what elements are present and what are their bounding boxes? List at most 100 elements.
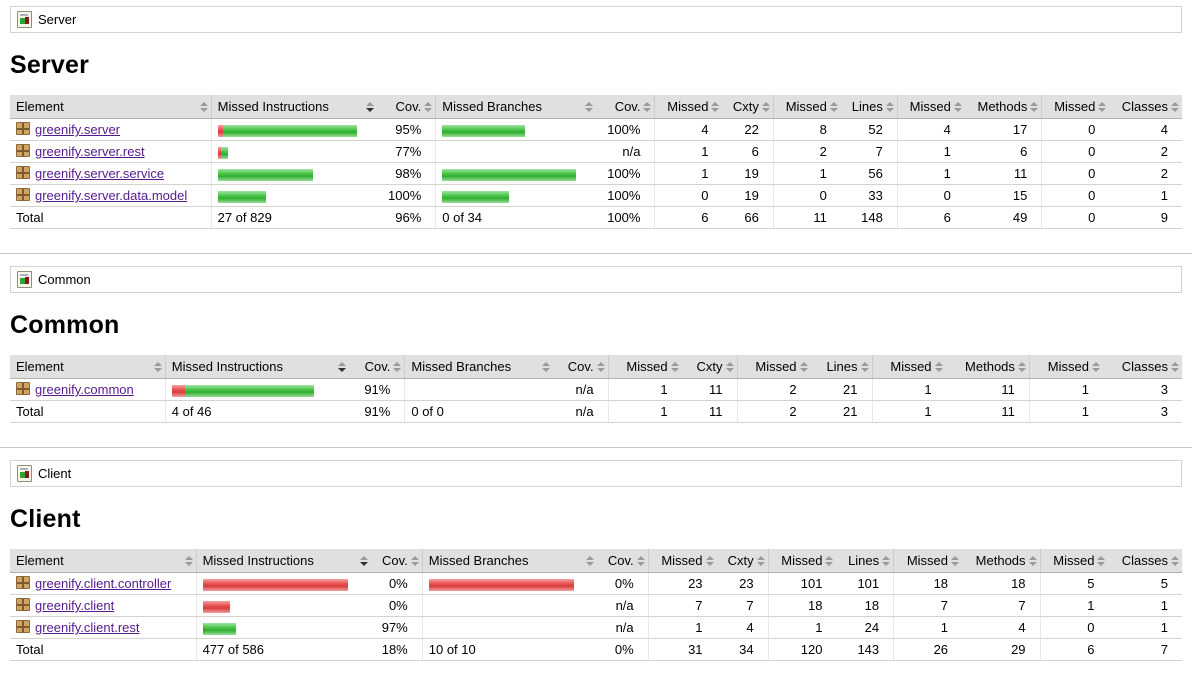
sort-desc-icon [338,361,347,372]
column-header-cxty[interactable]: Cxty [681,355,738,379]
package-link[interactable]: greenify.server.rest [35,144,145,159]
column-header-missed[interactable]: Missed [654,95,723,119]
column-header-cxty[interactable]: Cxty [716,549,769,573]
column-header-label: Cxty [727,553,754,568]
instructions-covered-bar-segment [184,384,314,397]
package-icon [16,166,30,179]
counter-cell: 52 [840,118,898,141]
sort-toggle-icon [424,101,433,112]
package-link[interactable]: greenify.server.data.model [35,188,188,203]
instructions-covered-bar-segment [220,146,228,159]
column-header-missed[interactable]: Missed [1028,355,1103,379]
package-link[interactable]: greenify.server [35,122,121,137]
column-header-label: Missed [1047,359,1089,374]
element-cell: greenify.client [10,594,197,617]
package-link[interactable]: greenify.client.controller [35,576,172,591]
instructions-coverage-bar [202,600,230,613]
column-header-missed-branches[interactable]: Missed Branches [404,355,553,379]
column-header-missed[interactable]: Missed [893,549,963,573]
branches-coverage-cell: 0% [596,572,649,595]
header-row: Element Missed Instructions Cov. Missed Bra… [10,549,1182,573]
column-header-missed[interactable]: Missed [647,549,717,573]
branches-coverage-cell: n/a [552,378,609,401]
sort-toggle-icon [153,361,162,372]
column-header-element[interactable]: Element [10,95,212,119]
column-header-methods[interactable]: Methods [945,355,1030,379]
column-header-methods[interactable]: Methods [964,95,1042,119]
column-header-missed[interactable]: Missed [896,95,965,119]
column-header-label: Methods [965,359,1015,374]
instructions-coverage-cell: 91% [349,378,405,401]
column-header-missed-instructions[interactable]: Missed Instructions [195,549,371,573]
column-header-missed[interactable]: Missed [772,95,841,119]
column-header-lines[interactable]: Lines [836,549,894,573]
column-header-missed-instructions[interactable]: Missed Instructions [210,95,377,119]
instructions-coverage-cell: 0% [370,594,423,617]
sort-toggle-icon [711,101,720,112]
column-header-label: Classes [1121,553,1168,568]
column-header-label: Missed Branches [428,553,529,568]
column-header-element[interactable]: Element [10,549,197,573]
package-link[interactable]: greenify.server.service [35,166,165,181]
column-header-methods[interactable]: Methods [962,549,1041,573]
package-link[interactable]: greenify.common [35,382,134,397]
column-header-element[interactable]: Element [10,355,166,379]
column-header-classes[interactable]: Classes [1109,95,1182,119]
column-header-missed[interactable]: Missed [871,355,946,379]
counter-cell: 4 [654,118,723,141]
missed-instructions-cell [210,140,377,163]
column-header-label: Missed [781,553,823,568]
column-header-cxty[interactable]: Cxty [722,95,774,119]
sort-toggle-icon [829,101,838,112]
column-header-missed-instructions[interactable]: Missed Instructions [164,355,350,379]
column-header-classes[interactable]: Classes [1108,549,1182,573]
sort-toggle-icon [670,361,679,372]
sort-toggle-icon [1097,555,1106,566]
column-header-missed[interactable]: Missed [607,355,682,379]
column-header-missed-branches[interactable]: Missed Branches [435,95,597,119]
column-header-cov-[interactable]: Cov. [596,95,655,119]
missed-branches-cell [435,118,597,141]
counter-cell: 19 [722,184,774,207]
total-counter-cell: 2 [736,400,811,423]
counter-cell: 33 [840,184,898,207]
counter-cell: 1 [767,616,837,639]
column-header-missed[interactable]: Missed [767,549,837,573]
instructions-missed-bar-segment [202,600,230,613]
column-header-cov-[interactable]: Cov. [370,549,423,573]
header-row: Element Missed Instructions Cov. Missed Bra… [10,95,1182,119]
total-counter-cell: 6 [1039,638,1109,661]
column-header-label: Classes [1121,359,1168,374]
column-header-cov-[interactable]: Cov. [376,95,436,119]
column-header-cov-[interactable]: Cov. [552,355,609,379]
missed-instructions-cell [164,378,350,401]
column-header-cov-[interactable]: Cov. [349,355,405,379]
counter-cell: 6 [722,140,774,163]
package-link[interactable]: greenify.client [35,598,115,613]
total-counter-cell: 1 [1028,400,1103,423]
column-header-missed[interactable]: Missed [1039,549,1109,573]
total-counter-cell: 1 [871,400,946,423]
column-header-lines[interactable]: Lines [840,95,898,119]
total-label-cell: Total [10,400,166,423]
column-header-missed[interactable]: Missed [1041,95,1110,119]
instructions-missed-bar-segment [202,622,204,635]
column-header-lines[interactable]: Lines [810,355,873,379]
total-counter-cell: 11 [772,206,841,229]
instructions-coverage-bar [202,578,348,591]
sort-toggle-icon [585,101,594,112]
package-link[interactable]: greenify.client.rest [35,620,140,635]
sort-toggle-icon [199,101,208,112]
column-header-classes[interactable]: Classes [1102,355,1182,379]
total-instructions-cell: 477 of 586 [195,638,371,661]
sort-toggle-icon [1091,361,1100,372]
column-header-missed-branches[interactable]: Missed Branches [421,549,597,573]
column-header-missed[interactable]: Missed [736,355,811,379]
total-counter-cell: 148 [840,206,898,229]
instructions-coverage-bar [217,168,313,181]
counter-cell: 4 [1109,118,1182,141]
total-counter-cell: 6 [654,206,723,229]
total-counter-cell: 66 [722,206,774,229]
branches-coverage-cell: 100% [596,118,655,141]
column-header-cov-[interactable]: Cov. [596,549,649,573]
